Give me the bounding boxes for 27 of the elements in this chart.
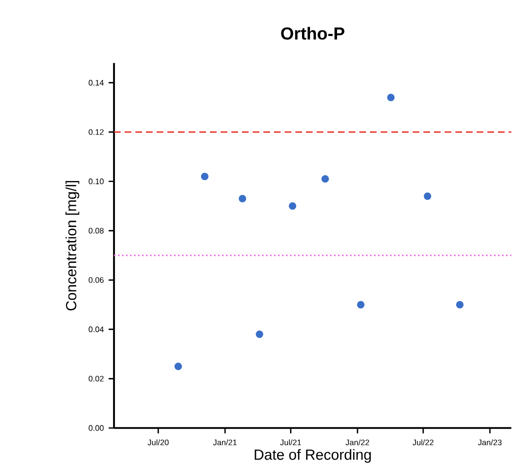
y-tick-label: 0.14 (88, 80, 104, 86)
x-tick-label: Jul/20 (148, 439, 169, 446)
point (321, 175, 329, 183)
point (456, 300, 464, 308)
point (174, 362, 182, 370)
y-tick-label: 0.10 (88, 178, 104, 184)
x-tick-label: Jan/22 (346, 439, 370, 446)
point (256, 330, 264, 338)
x-tick-label: Jan/21 (213, 439, 237, 446)
chart-title: Ortho-P (281, 26, 344, 40)
y-tick-label: 0.06 (88, 277, 104, 283)
y-tick-label: 0.08 (88, 228, 104, 234)
y-tick-label: 0.12 (88, 129, 104, 135)
point (387, 94, 395, 102)
point (288, 202, 296, 210)
x-tick-label: Jan/23 (478, 439, 502, 446)
y-tick-label: 0.04 (88, 326, 104, 332)
y-tick-label: 0.02 (88, 376, 104, 382)
x-tick-label: Jul/22 (412, 439, 434, 446)
x-axis-title: Date of Recording (254, 449, 371, 463)
y-axis-title: Concentration [mg/l] (66, 180, 80, 310)
point (200, 172, 208, 180)
x-tick-label: Jul/21 (280, 439, 301, 446)
point (357, 300, 364, 308)
point (238, 194, 246, 202)
point (424, 192, 432, 200)
y-tick-label: 0.00 (88, 425, 104, 431)
